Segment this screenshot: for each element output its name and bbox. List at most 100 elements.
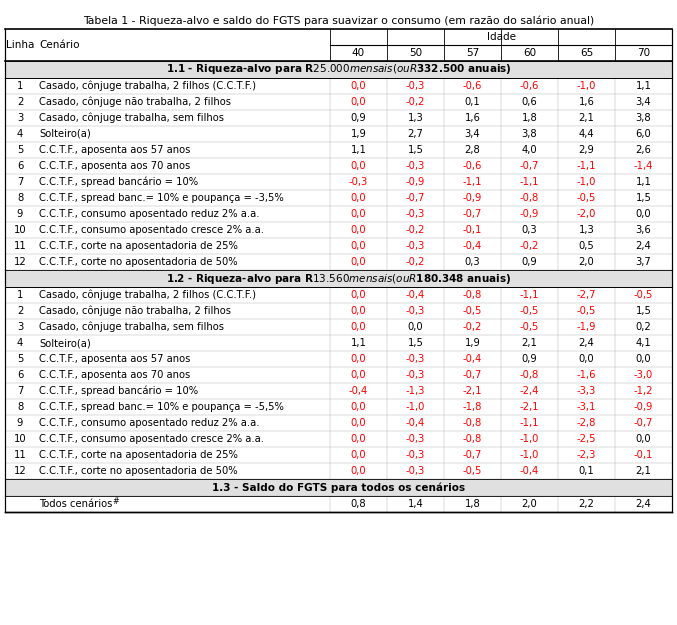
Text: -0,5: -0,5 (463, 306, 482, 316)
Text: 0,0: 0,0 (351, 81, 366, 91)
Text: -2,1: -2,1 (463, 386, 482, 396)
Text: 0,3: 0,3 (522, 225, 538, 235)
Text: 0,6: 0,6 (521, 97, 538, 107)
Text: -0,5: -0,5 (463, 466, 482, 476)
Text: 2,1: 2,1 (579, 113, 594, 123)
Text: -1,3: -1,3 (406, 386, 425, 396)
Text: 1: 1 (17, 290, 23, 300)
Text: -0,7: -0,7 (463, 370, 482, 380)
Text: Casado, cônjuge trabalha, sem filhos: Casado, cônjuge trabalha, sem filhos (39, 322, 224, 332)
Text: -0,4: -0,4 (463, 241, 482, 251)
Text: 1,1: 1,1 (636, 81, 651, 91)
Text: 10: 10 (14, 434, 26, 444)
Text: -0,3: -0,3 (406, 241, 425, 251)
Text: -0,8: -0,8 (463, 434, 482, 444)
Text: 2,1: 2,1 (521, 338, 538, 348)
Text: 0,0: 0,0 (351, 257, 366, 267)
Text: 3,6: 3,6 (636, 225, 651, 235)
Text: -0,9: -0,9 (520, 209, 539, 219)
Text: C.C.T.F., aposenta aos 70 anos: C.C.T.F., aposenta aos 70 anos (39, 370, 190, 380)
Text: -0,5: -0,5 (577, 193, 596, 203)
Text: 1,5: 1,5 (408, 145, 423, 155)
Text: -2,4: -2,4 (520, 386, 539, 396)
Text: 1,4: 1,4 (408, 499, 423, 509)
Text: 3,8: 3,8 (522, 129, 538, 139)
Text: -0,5: -0,5 (634, 290, 653, 300)
Text: -2,8: -2,8 (577, 418, 596, 428)
Text: -0,6: -0,6 (463, 81, 482, 91)
Text: 0,0: 0,0 (351, 418, 366, 428)
Text: 2,1: 2,1 (636, 466, 651, 476)
Text: #: # (112, 496, 118, 506)
Text: -0,3: -0,3 (406, 161, 425, 171)
Text: 10: 10 (14, 225, 26, 235)
Text: -0,2: -0,2 (520, 241, 539, 251)
Bar (5, 479, 672, 496)
Text: 7: 7 (17, 386, 23, 396)
Text: C.C.T.F., corte na aposentadoria de 25%: C.C.T.F., corte na aposentadoria de 25% (39, 241, 238, 251)
Text: -2,1: -2,1 (520, 402, 540, 412)
Text: -1,2: -1,2 (634, 386, 653, 396)
Text: 60: 60 (523, 48, 536, 58)
Text: -1,1: -1,1 (520, 177, 540, 187)
Text: 6: 6 (17, 370, 23, 380)
Text: 1,3: 1,3 (579, 225, 594, 235)
Text: 1,9: 1,9 (464, 338, 481, 348)
Text: 1,6: 1,6 (464, 113, 481, 123)
Text: -2,7: -2,7 (577, 290, 596, 300)
Text: -0,3: -0,3 (406, 466, 425, 476)
Text: 1,5: 1,5 (408, 338, 423, 348)
Text: 2,4: 2,4 (579, 338, 594, 348)
Text: -3,1: -3,1 (577, 402, 596, 412)
Text: -0,7: -0,7 (463, 209, 482, 219)
Text: C.C.T.F., spread banc.= 10% e poupança = -3,5%: C.C.T.F., spread banc.= 10% e poupança =… (39, 193, 284, 203)
Text: Solteiro(a): Solteiro(a) (39, 338, 91, 348)
Text: 0,0: 0,0 (351, 450, 366, 460)
Text: -1,8: -1,8 (463, 402, 482, 412)
Text: 3,8: 3,8 (636, 113, 651, 123)
Text: -2,5: -2,5 (577, 434, 596, 444)
Text: -0,1: -0,1 (463, 225, 482, 235)
Text: -0,7: -0,7 (634, 418, 653, 428)
Text: Tabela 1 - Riqueza-alvo e saldo do FGTS para suavizar o consumo (em razão do sal: Tabela 1 - Riqueza-alvo e saldo do FGTS … (83, 16, 594, 26)
Text: -0,5: -0,5 (520, 322, 539, 332)
Text: C.C.T.F., aposenta aos 57 anos: C.C.T.F., aposenta aos 57 anos (39, 354, 190, 364)
Text: 0,0: 0,0 (351, 241, 366, 251)
Text: Casado, cônjuge trabalha, sem filhos: Casado, cônjuge trabalha, sem filhos (39, 112, 224, 123)
Text: 2,4: 2,4 (636, 499, 651, 509)
Bar (5, 496, 672, 512)
Text: -1,0: -1,0 (406, 402, 425, 412)
Text: -1,0: -1,0 (520, 450, 539, 460)
Text: C.C.T.F., aposenta aos 70 anos: C.C.T.F., aposenta aos 70 anos (39, 161, 190, 171)
Text: -0,8: -0,8 (463, 418, 482, 428)
Text: 0,0: 0,0 (351, 225, 366, 235)
Text: 0,5: 0,5 (579, 241, 594, 251)
Text: -0,9: -0,9 (463, 193, 482, 203)
Text: 1,3: 1,3 (408, 113, 423, 123)
Text: 3: 3 (17, 322, 23, 332)
Text: C.C.T.F., spread bancário = 10%: C.C.T.F., spread bancário = 10% (39, 177, 198, 187)
Text: 4: 4 (17, 129, 23, 139)
Text: Casado, cônjuge trabalha, 2 filhos (C.C.T.F.): Casado, cônjuge trabalha, 2 filhos (C.C.… (39, 290, 256, 300)
Text: 0,0: 0,0 (351, 209, 366, 219)
Text: 2,2: 2,2 (579, 499, 594, 509)
Text: 1,1: 1,1 (636, 177, 651, 187)
Text: -0,2: -0,2 (463, 322, 482, 332)
Text: 3,4: 3,4 (464, 129, 480, 139)
Text: 1: 1 (17, 81, 23, 91)
Text: Solteiro(a): Solteiro(a) (39, 129, 91, 139)
Text: C.C.T.F., consumo aposentado cresce 2% a.a.: C.C.T.F., consumo aposentado cresce 2% a… (39, 225, 264, 235)
Text: C.C.T.F., consumo aposentado reduz 2% a.a.: C.C.T.F., consumo aposentado reduz 2% a.… (39, 418, 259, 428)
Text: -0,4: -0,4 (406, 290, 425, 300)
Text: C.C.T.F., corte na aposentadoria de 25%: C.C.T.F., corte na aposentadoria de 25% (39, 450, 238, 460)
Text: C.C.T.F., corte no aposentadoria de 50%: C.C.T.F., corte no aposentadoria de 50% (39, 466, 238, 476)
Text: C.C.T.F., consumo aposentado reduz 2% a.a.: C.C.T.F., consumo aposentado reduz 2% a.… (39, 209, 259, 219)
Text: 6: 6 (17, 161, 23, 171)
Text: 11: 11 (14, 450, 26, 460)
Text: 9: 9 (17, 418, 23, 428)
Text: 0,0: 0,0 (351, 290, 366, 300)
Text: 4,4: 4,4 (579, 129, 594, 139)
Text: -0,9: -0,9 (634, 402, 653, 412)
Text: Todos cenários: Todos cenários (39, 499, 116, 509)
Text: -0,3: -0,3 (406, 370, 425, 380)
